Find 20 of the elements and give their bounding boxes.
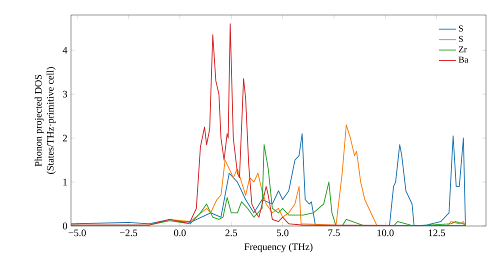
- y-tick-label: 1: [63, 178, 67, 186]
- x-axis-title: Frequency (THz): [244, 243, 312, 252]
- line-series: [71, 23, 466, 226]
- x-tick-label: 2.5: [225, 230, 238, 236]
- y-tick-label: 3: [62, 90, 68, 98]
- x-tick-label: 7.5: [328, 230, 340, 236]
- legend-label: S: [459, 36, 463, 42]
- legend-label: S: [459, 26, 463, 32]
- y-axis-title: Phonon projected DOS (States/THz·primitive cell): [34, 67, 56, 174]
- x-tick-label: 10.0: [377, 230, 394, 236]
- y-tick-label: 2: [62, 134, 67, 142]
- x-tick-label: 5.0: [276, 230, 288, 236]
- legend-label: Zr: [458, 46, 467, 52]
- x-tick-label: −5.0: [68, 230, 86, 236]
- legend-label: Ba: [458, 56, 468, 63]
- x-tick-label: −2.5: [120, 230, 138, 236]
- x-tick-label: 12.5: [428, 230, 446, 236]
- y-tick-label: 4: [62, 46, 68, 54]
- x-tick-label: 0.0: [174, 230, 186, 236]
- y-tick-label: 0: [62, 222, 68, 230]
